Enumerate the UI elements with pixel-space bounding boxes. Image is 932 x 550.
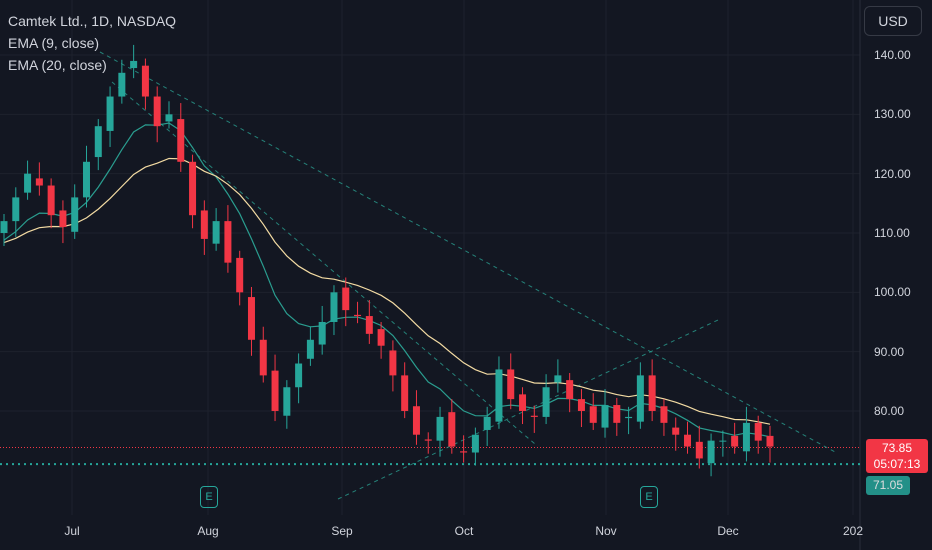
time-tick-label: 202 (842, 524, 864, 538)
bar-countdown-label: 05:07:13 (873, 457, 921, 471)
candle-body (483, 416, 491, 430)
candle-body (719, 440, 727, 442)
candle-body (271, 370, 279, 411)
candle-body (165, 114, 173, 122)
candle-body (566, 380, 574, 400)
price-tick-label: 130.00 (874, 107, 911, 122)
earnings-icon[interactable]: E (640, 486, 658, 508)
candle-body (554, 375, 562, 383)
candle-body (389, 350, 397, 376)
candle-body (118, 72, 126, 97)
level-price-badge: 71.05 (866, 476, 910, 495)
candle-body (766, 435, 774, 447)
time-tick-label: Oct (454, 524, 474, 538)
candle-body (754, 422, 762, 441)
chart-legend: Camtek Ltd., 1D, NASDAQ EMA (9, close) E… (8, 10, 176, 76)
candle-body (342, 287, 350, 311)
candle-body (412, 406, 420, 435)
candle-body (330, 292, 338, 322)
candle-body (695, 441, 703, 459)
price-tick-label: 120.00 (874, 166, 911, 181)
price-tick-label: 140.00 (874, 48, 911, 62)
candle-body (542, 387, 550, 417)
currency-button[interactable]: USD (864, 6, 922, 36)
candle-body (495, 369, 503, 422)
candle-body (224, 221, 232, 263)
candle-body (130, 60, 138, 69)
candle-body (153, 96, 161, 127)
candle-body (283, 387, 291, 416)
ema20-legend[interactable]: EMA (20, close) (8, 57, 107, 73)
candle-body (577, 399, 585, 411)
time-tick-label: Sep (331, 524, 353, 538)
candle-body (660, 406, 668, 423)
candle-body (707, 440, 715, 464)
candle-body (530, 415, 538, 417)
candle-body (318, 321, 326, 345)
candle-body (236, 257, 244, 293)
price-tick-label: 110.00 (874, 225, 910, 240)
candle-body (672, 427, 680, 435)
candle-body (648, 375, 656, 411)
candle-body (141, 65, 149, 97)
price-tick-label: 90.00 (874, 344, 905, 359)
candle-body (365, 316, 373, 334)
candle-body (0, 221, 8, 233)
trend-line (337, 319, 719, 500)
current-price-label: 73.85 (881, 441, 913, 455)
candle-body (12, 197, 20, 222)
candle-body (354, 314, 362, 317)
trend-line (111, 81, 536, 445)
time-tick-label: Jul (64, 524, 80, 538)
candle-body (742, 422, 750, 452)
candle-body (436, 416, 444, 441)
candle-body (212, 221, 220, 244)
earnings-icon[interactable]: E (200, 486, 218, 508)
candle-body (448, 412, 456, 447)
candle-body (247, 297, 255, 340)
candle-body (59, 210, 67, 228)
candle-body (401, 375, 409, 411)
candle-body (731, 435, 739, 447)
candle-body (47, 185, 55, 216)
time-tick-label: Aug (197, 524, 219, 538)
candle-body (507, 369, 515, 400)
candle-body (82, 161, 90, 198)
candle-body (636, 375, 644, 422)
candle-body (424, 439, 432, 441)
trend-line (99, 51, 836, 453)
candle-body (601, 405, 609, 428)
price-tick-label: 100.00 (874, 285, 911, 300)
candle-body (94, 126, 102, 158)
candle-body (71, 197, 79, 232)
candle-body (177, 119, 185, 162)
symbol-title[interactable]: Camtek Ltd., 1D, NASDAQ (8, 13, 177, 29)
candle-body (613, 405, 621, 423)
candle-body (377, 329, 385, 346)
candle-body (519, 394, 527, 411)
candle-body (259, 339, 267, 376)
price-tick-label: 80.00 (874, 403, 905, 418)
current-price-badge: 73.85 05:07:13 (866, 439, 928, 473)
candle-body (306, 339, 314, 359)
candle-body (471, 434, 479, 453)
candle-body (200, 210, 208, 239)
candle-body (106, 96, 114, 131)
time-tick-label: Nov (595, 524, 617, 538)
candle-body (460, 451, 468, 453)
candle-body (24, 173, 32, 193)
candle-body (625, 416, 633, 419)
candle-body (295, 363, 303, 388)
candle-body (589, 406, 597, 423)
candle-body (684, 434, 692, 447)
candle-body (35, 178, 43, 186)
time-tick-label: Dec (717, 524, 739, 538)
ema9-legend[interactable]: EMA (9, close) (8, 35, 100, 51)
candle-body (189, 161, 197, 216)
